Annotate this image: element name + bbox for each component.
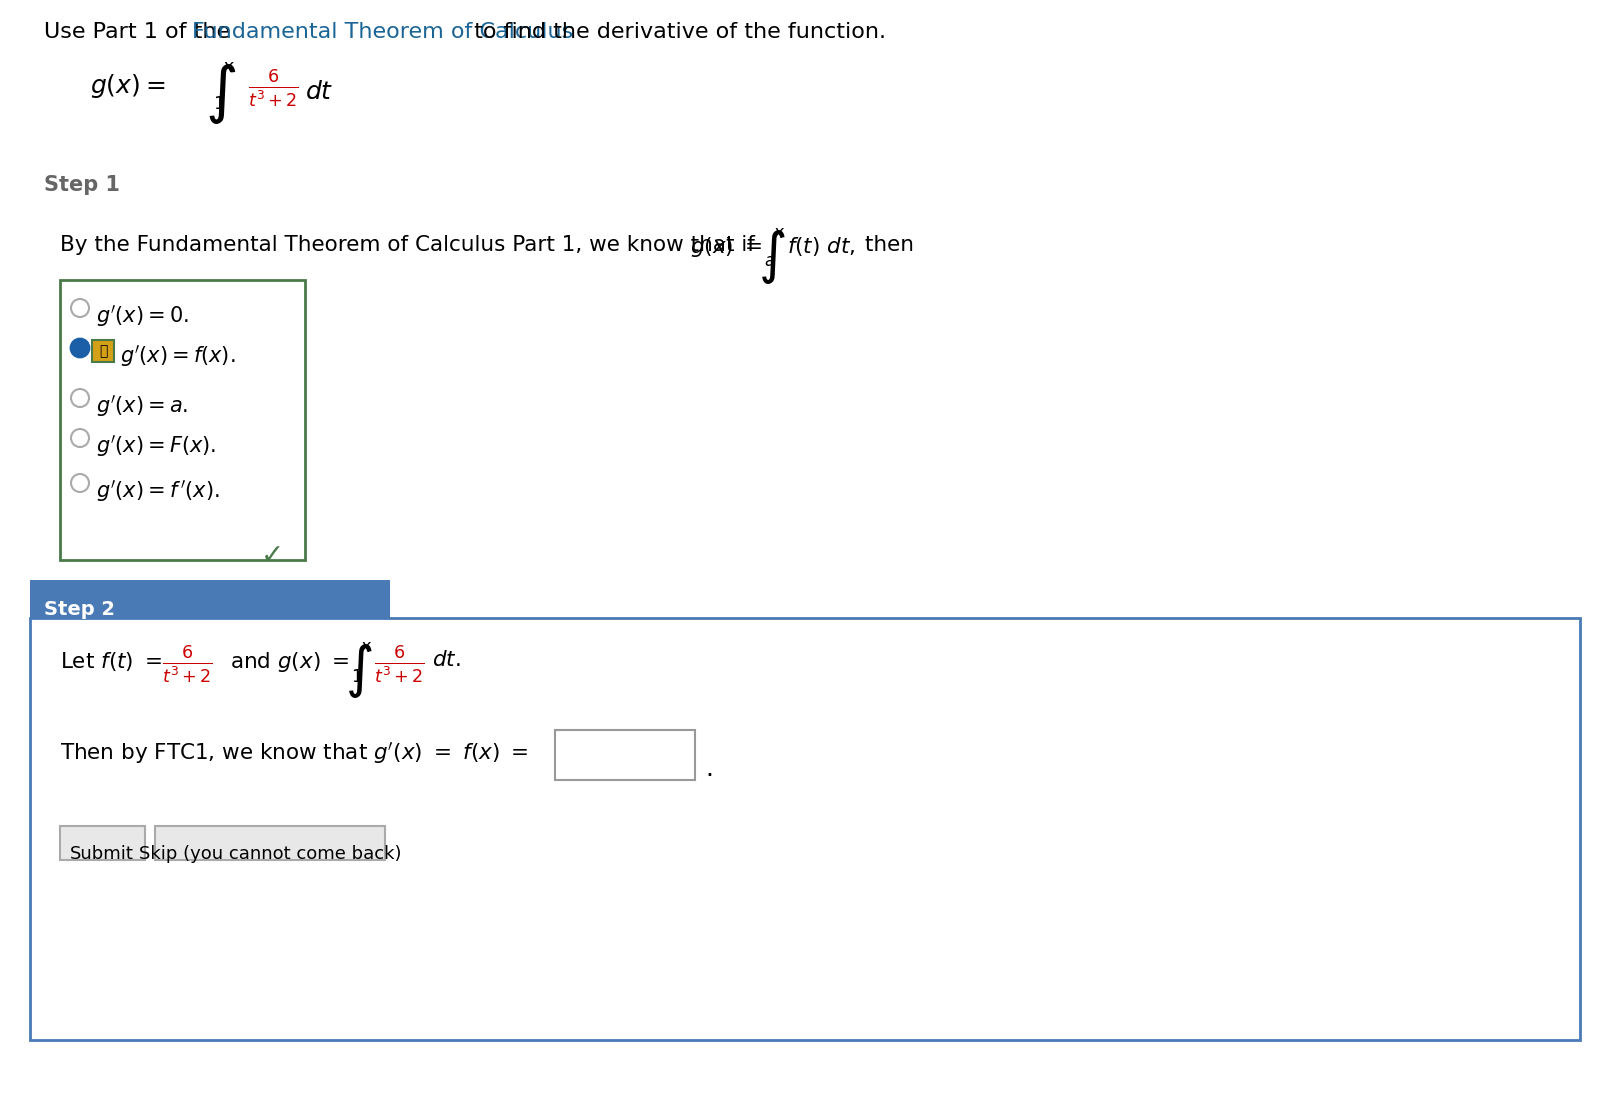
FancyBboxPatch shape	[30, 580, 390, 618]
Text: Step 1: Step 1	[43, 175, 120, 195]
Text: $g'(x) = a.$: $g'(x) = a.$	[96, 393, 188, 419]
Text: $\int$: $\int$	[345, 642, 372, 701]
FancyBboxPatch shape	[91, 340, 114, 362]
Circle shape	[71, 429, 88, 447]
Text: Then by FTC1, we know that $g'(x)\ =\ f(x)\ =$: Then by FTC1, we know that $g'(x)\ =\ f(…	[59, 740, 528, 765]
Text: $a$: $a$	[764, 253, 775, 270]
Text: $g'(x) = f(x).$: $g'(x) = f(x).$	[120, 343, 236, 369]
Text: By the Fundamental Theorem of Calculus Part 1, we know that if: By the Fundamental Theorem of Calculus P…	[59, 235, 762, 255]
Text: $\frac{6}{t^3+2}$: $\frac{6}{t^3+2}$	[374, 645, 425, 685]
Text: $\int$: $\int$	[205, 61, 236, 126]
Text: $1$: $1$	[213, 96, 225, 113]
Circle shape	[71, 474, 88, 492]
Text: $\frac{6}{t^3+2}$: $\frac{6}{t^3+2}$	[162, 645, 213, 685]
Text: $g'(x) = F(x).$: $g'(x) = F(x).$	[96, 433, 217, 459]
Text: Use Part 1 of the: Use Part 1 of the	[43, 22, 237, 42]
Text: Let $f(t)\ =$: Let $f(t)\ =$	[59, 650, 162, 673]
Text: 🔑: 🔑	[99, 344, 107, 358]
Circle shape	[71, 299, 88, 317]
Text: $\int$: $\int$	[759, 228, 786, 285]
Text: .: .	[706, 757, 714, 781]
Text: Skip (you cannot come back): Skip (you cannot come back)	[140, 845, 401, 863]
Circle shape	[71, 389, 88, 407]
Text: Step 2: Step 2	[43, 600, 115, 619]
Text: $dt.$: $dt.$	[431, 650, 460, 670]
Text: $x$: $x$	[773, 224, 786, 242]
FancyBboxPatch shape	[59, 826, 144, 860]
Text: to find the derivative of the function.: to find the derivative of the function.	[467, 22, 885, 42]
Text: and $g(x)\ =$: and $g(x)\ =$	[229, 650, 350, 674]
Text: $g(x)\ =$: $g(x)\ =$	[690, 235, 762, 259]
Text: $x$: $x$	[221, 58, 236, 76]
Text: Submit: Submit	[71, 845, 135, 863]
FancyBboxPatch shape	[30, 618, 1580, 1040]
FancyBboxPatch shape	[156, 826, 385, 860]
Text: $1$: $1$	[351, 668, 363, 686]
Text: $g'(x) = 0.$: $g'(x) = 0.$	[96, 303, 189, 329]
Text: $g(x) = $: $g(x) = $	[90, 72, 165, 100]
Text: then: then	[858, 235, 914, 255]
Circle shape	[71, 339, 88, 357]
Text: $\frac{6}{t^3+2}$: $\frac{6}{t^3+2}$	[249, 68, 298, 109]
FancyBboxPatch shape	[59, 280, 305, 560]
Text: $\checkmark$: $\checkmark$	[260, 540, 281, 568]
Text: $x$: $x$	[359, 638, 372, 656]
FancyBboxPatch shape	[555, 730, 695, 780]
Text: $f(t)\ dt,$: $f(t)\ dt,$	[788, 235, 855, 258]
Text: $dt$: $dt$	[305, 80, 334, 104]
Text: Fundamental Theorem of Calculus: Fundamental Theorem of Calculus	[192, 22, 573, 42]
Circle shape	[71, 339, 88, 357]
Text: $g'(x) = f\,'(x).$: $g'(x) = f\,'(x).$	[96, 478, 220, 504]
